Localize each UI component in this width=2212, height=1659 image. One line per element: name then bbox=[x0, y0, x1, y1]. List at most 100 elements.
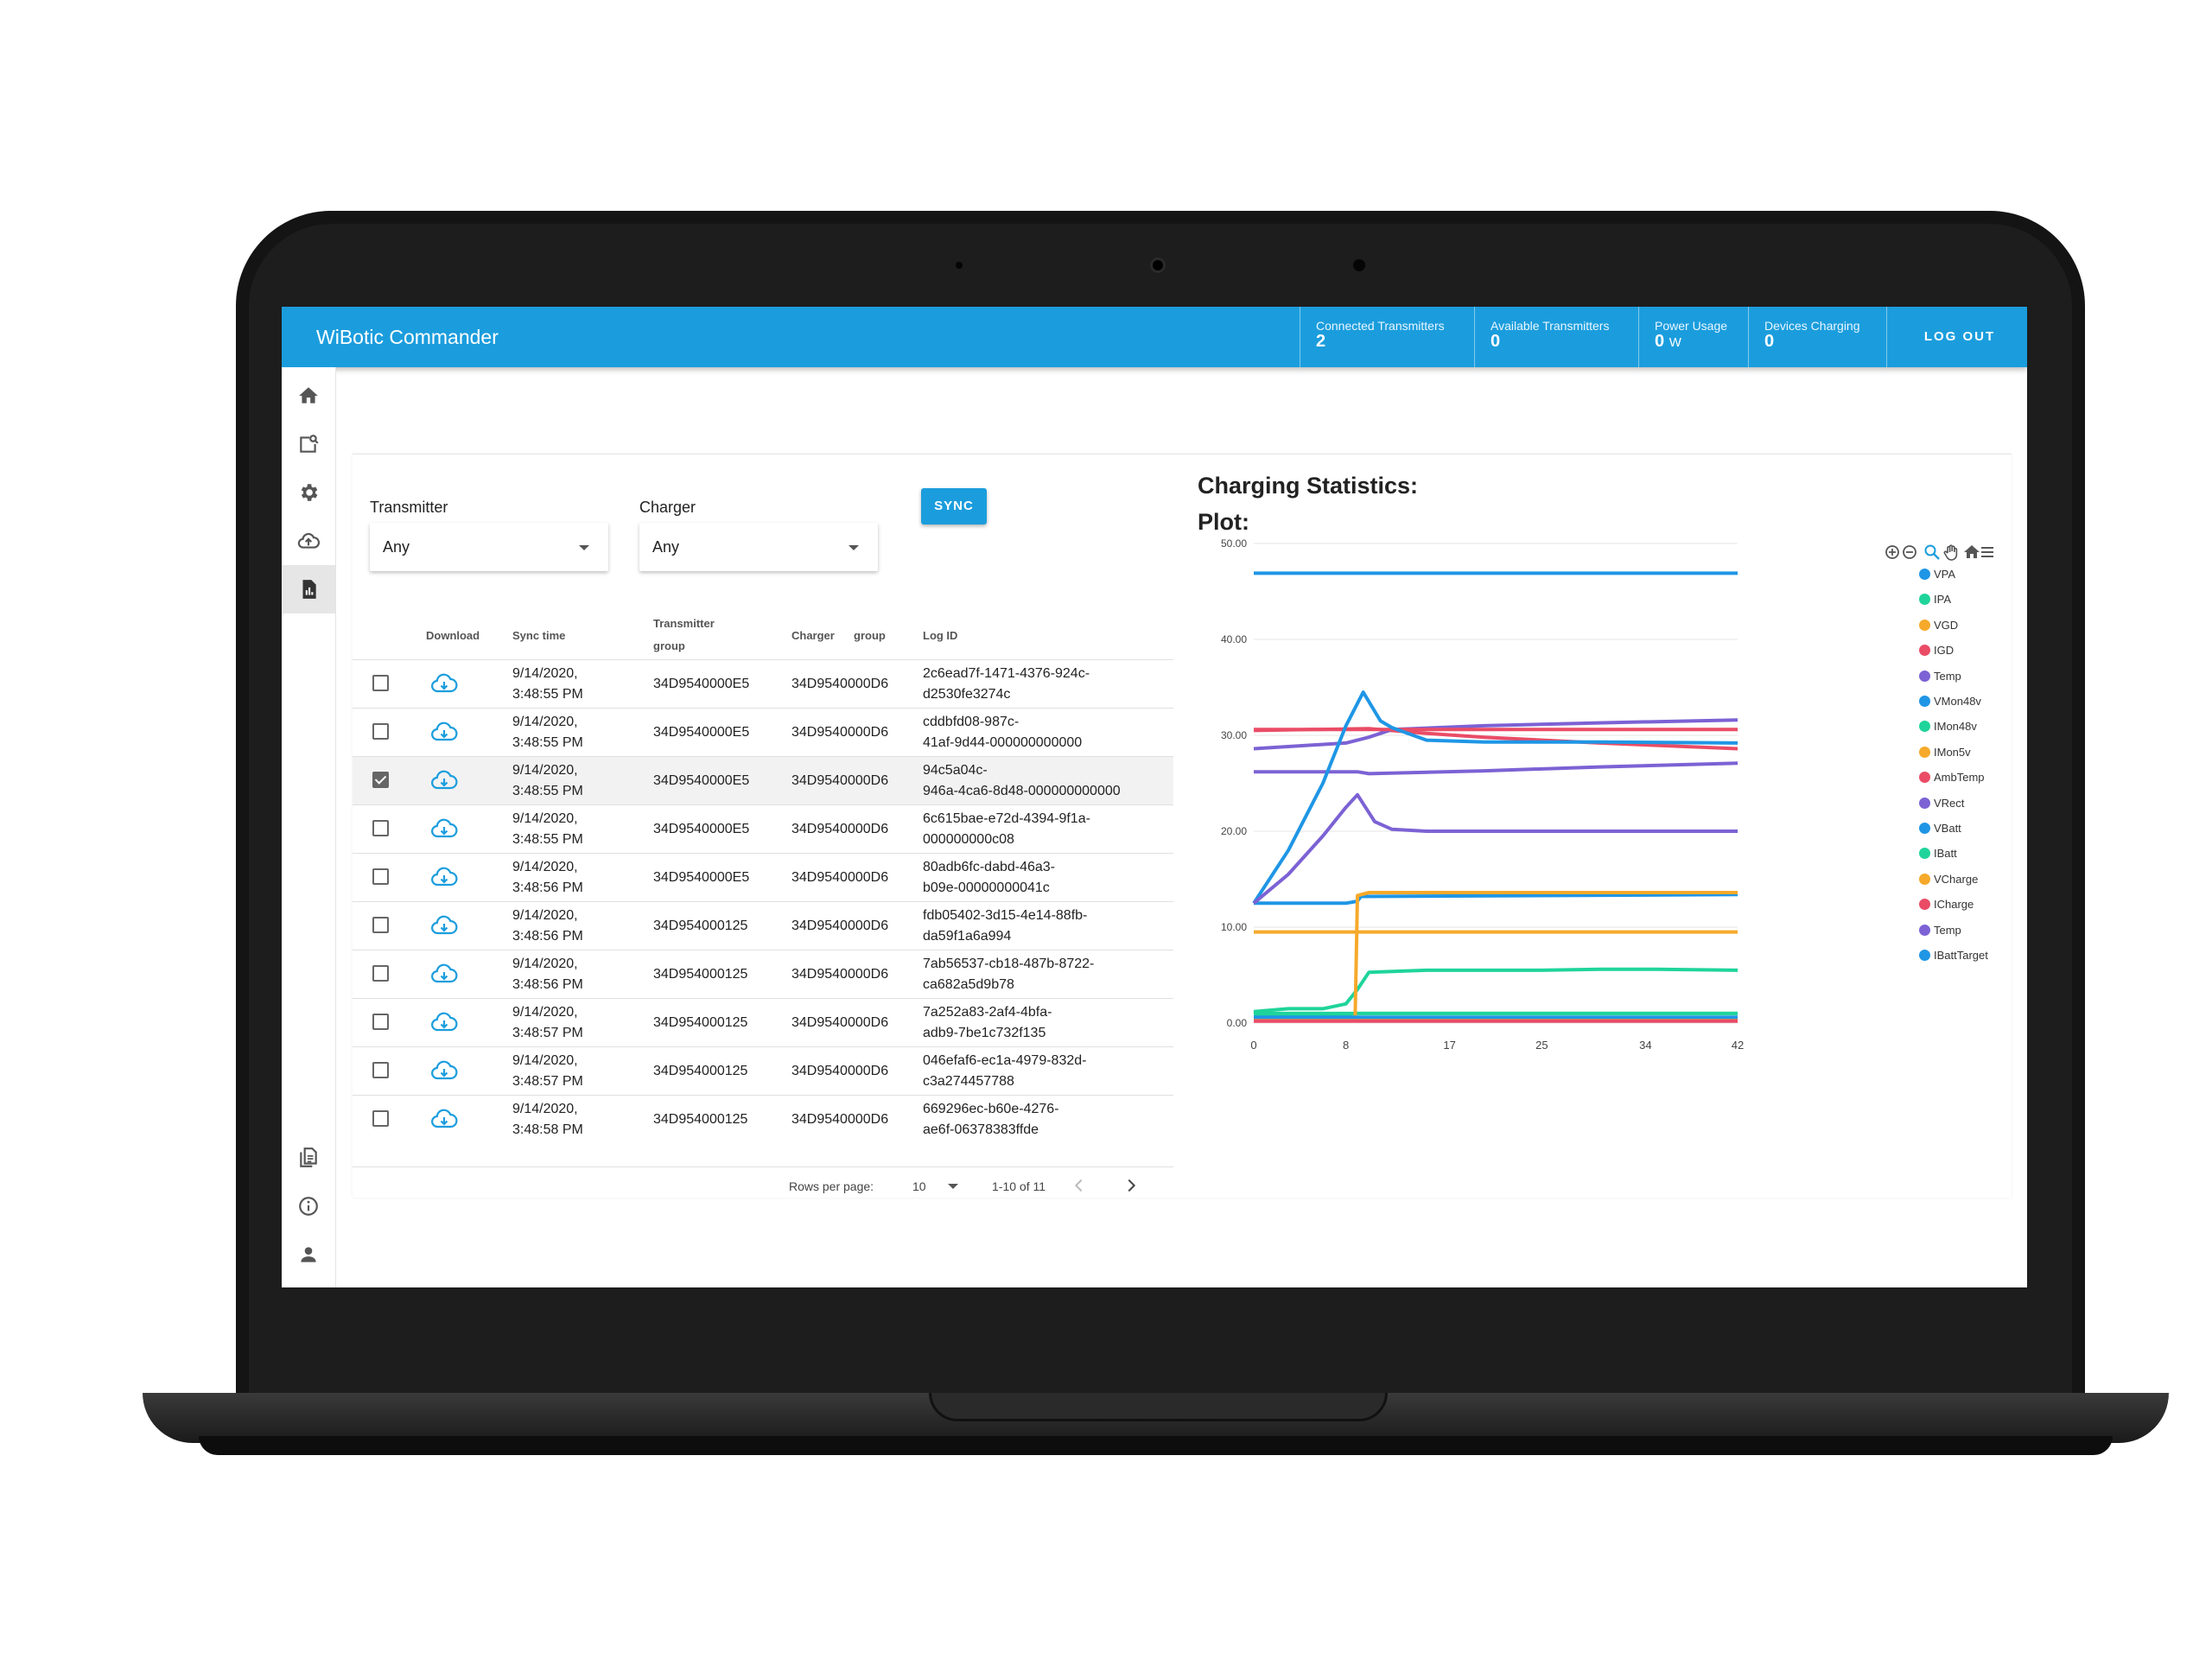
row-checkbox[interactable] bbox=[372, 820, 389, 836]
cloud-download-icon[interactable] bbox=[430, 672, 458, 695]
charger-group-cell: 34D9540000D6 bbox=[791, 677, 889, 691]
cloud-download-icon[interactable] bbox=[430, 914, 458, 937]
header-sync-time[interactable]: Sync time bbox=[512, 629, 566, 642]
table-row[interactable]: 9/14/2020, 3:48:55 PM 34D9540000E5 34D95… bbox=[353, 659, 1173, 709]
row-checkbox[interactable] bbox=[372, 1062, 389, 1078]
legend-color-dot bbox=[1919, 594, 1930, 606]
legend-item[interactable]: IBatt bbox=[1919, 847, 1957, 860]
log-id-line2: da59f1a6a994 bbox=[923, 929, 1012, 944]
legend-item[interactable]: Temp bbox=[1919, 924, 1961, 937]
stat-number: 0 bbox=[1764, 332, 1775, 351]
log-id-line2: b09e-00000000041c bbox=[923, 880, 1050, 895]
table-row[interactable]: 9/14/2020, 3:48:56 PM 34D954000125 34D95… bbox=[353, 950, 1173, 999]
series-line-vcharge[interactable] bbox=[1254, 891, 1738, 1021]
legend-item[interactable]: IGD bbox=[1919, 644, 1954, 657]
legend-item[interactable]: VMon48v bbox=[1919, 695, 1981, 708]
chevron-down-icon bbox=[849, 545, 859, 550]
app-title: WiBotic Commander bbox=[316, 326, 499, 348]
nav-settings[interactable] bbox=[282, 468, 335, 517]
sync-time-date: 9/14/2020, bbox=[512, 1005, 578, 1020]
row-checkbox[interactable] bbox=[372, 772, 389, 788]
transmitter-group-cell: 34D9540000E5 bbox=[653, 822, 750, 836]
nav-documents[interactable] bbox=[282, 1134, 335, 1182]
sync-time-date: 9/14/2020, bbox=[512, 860, 578, 874]
legend-item[interactable]: VCharge bbox=[1919, 873, 1978, 886]
rows-per-page-label: Rows per page: bbox=[789, 1179, 874, 1193]
zoom-select-icon[interactable] bbox=[1923, 543, 1941, 561]
row-checkbox[interactable] bbox=[372, 917, 389, 933]
table-row[interactable]: 9/14/2020, 3:48:56 PM 34D954000125 34D95… bbox=[353, 901, 1173, 950]
legend-item[interactable]: Temp bbox=[1919, 670, 1961, 683]
charger-select[interactable]: Any bbox=[639, 523, 878, 571]
reset-home-icon[interactable] bbox=[1963, 543, 1980, 561]
cloud-download-icon[interactable] bbox=[430, 817, 458, 840]
app-bar: WiBotic Commander Connected Transmitters… bbox=[282, 307, 2027, 367]
legend-item[interactable]: VPA bbox=[1919, 568, 1955, 581]
cloud-download-icon[interactable] bbox=[430, 866, 458, 888]
row-checkbox[interactable] bbox=[372, 965, 389, 982]
row-checkbox[interactable] bbox=[372, 1014, 389, 1030]
menu-icon[interactable] bbox=[1979, 543, 1996, 561]
legend-item[interactable]: IPA bbox=[1919, 593, 1951, 606]
cloud-download-icon[interactable] bbox=[430, 769, 458, 791]
cloud-download-icon[interactable] bbox=[430, 721, 458, 743]
stat-number: 0 bbox=[1491, 332, 1501, 351]
x-tick-label: 17 bbox=[1443, 1039, 1455, 1052]
legend-item[interactable]: IBattTarget bbox=[1919, 949, 1988, 962]
nav-reports[interactable] bbox=[282, 565, 335, 613]
previous-page-icon[interactable] bbox=[1070, 1176, 1089, 1195]
row-checkbox[interactable] bbox=[372, 675, 389, 691]
row-checkbox[interactable] bbox=[372, 1110, 389, 1127]
cloud-download-icon[interactable] bbox=[430, 1011, 458, 1033]
table-row[interactable]: 9/14/2020, 3:48:57 PM 34D954000125 34D95… bbox=[353, 1046, 1173, 1096]
next-page-icon[interactable] bbox=[1122, 1176, 1141, 1195]
zoom-out-icon[interactable] bbox=[1901, 543, 1918, 561]
legend-item[interactable]: IMon48v bbox=[1919, 720, 1977, 733]
transmitter-select[interactable]: Any bbox=[370, 523, 608, 571]
series-line-vrect[interactable] bbox=[1254, 761, 1738, 776]
legend-item[interactable]: AmbTemp bbox=[1919, 771, 1985, 784]
nav-home[interactable] bbox=[282, 372, 335, 420]
transmitter-select-value: Any bbox=[383, 538, 410, 556]
sync-time-date: 9/14/2020, bbox=[512, 1102, 578, 1116]
zoom-in-icon[interactable] bbox=[1884, 543, 1901, 561]
nav-account[interactable] bbox=[282, 1230, 335, 1279]
header-download[interactable]: Download bbox=[426, 629, 480, 642]
legend-item[interactable]: VRect bbox=[1919, 797, 1964, 810]
table-row[interactable]: 9/14/2020, 3:48:57 PM 34D954000125 34D95… bbox=[353, 998, 1173, 1047]
legend-item[interactable]: ICharge bbox=[1919, 898, 1974, 911]
logout-button[interactable]: LOG OUT bbox=[1923, 329, 1996, 344]
cloud-download-icon[interactable] bbox=[430, 1059, 458, 1082]
series-line-ibatt[interactable] bbox=[1253, 967, 1738, 1014]
pan-icon[interactable] bbox=[1942, 543, 1960, 561]
sync-button[interactable]: SYNC bbox=[921, 488, 987, 524]
legend-item[interactable]: VBatt bbox=[1919, 822, 1961, 835]
legend-item[interactable]: VGD bbox=[1919, 619, 1958, 632]
cloud-download-icon[interactable] bbox=[430, 1108, 458, 1130]
table-row[interactable]: 9/14/2020, 3:48:55 PM 34D9540000E5 34D95… bbox=[353, 804, 1173, 854]
table-row[interactable]: 9/14/2020, 3:48:58 PM 34D954000125 34D95… bbox=[353, 1095, 1173, 1144]
nav-device-search[interactable] bbox=[282, 420, 335, 468]
row-checkbox[interactable] bbox=[372, 868, 389, 885]
y-tick-label: 30.00 bbox=[1221, 729, 1247, 741]
log-id-line1: 7a252a83-2af4-4bfa- bbox=[923, 1005, 1052, 1020]
nav-info[interactable] bbox=[282, 1182, 335, 1230]
nav-cloud-upload[interactable] bbox=[282, 517, 335, 565]
rows-per-page-select[interactable]: 10 bbox=[912, 1179, 959, 1193]
table-row[interactable]: 9/14/2020, 3:48:55 PM 34D9540000E5 34D95… bbox=[353, 708, 1173, 757]
header-log-id[interactable]: Log ID bbox=[923, 629, 958, 642]
series-line-vmon48v[interactable] bbox=[1254, 893, 1738, 906]
table-row[interactable]: 9/14/2020, 3:48:55 PM 34D9540000E5 34D95… bbox=[353, 756, 1173, 805]
table-row[interactable]: 9/14/2020, 3:48:56 PM 34D9540000E5 34D95… bbox=[353, 853, 1173, 902]
cloud-download-icon[interactable] bbox=[430, 963, 458, 985]
header-transmitter-group-line1[interactable]: Transmitter bbox=[653, 617, 715, 630]
transmitter-group-cell: 34D9540000E5 bbox=[653, 677, 750, 691]
series-line-vbatt[interactable] bbox=[1252, 690, 1738, 905]
stat-power-usage: Power Usage 0 W bbox=[1638, 307, 1747, 367]
stat-unit: W bbox=[1669, 335, 1681, 350]
series-line-temp[interactable] bbox=[1252, 792, 1738, 905]
charger-group-cell: 34D9540000D6 bbox=[791, 918, 889, 933]
legend-item[interactable]: IMon5v bbox=[1919, 746, 1971, 759]
row-checkbox[interactable] bbox=[372, 723, 389, 740]
header-charger[interactable]: Charger bbox=[791, 629, 835, 642]
